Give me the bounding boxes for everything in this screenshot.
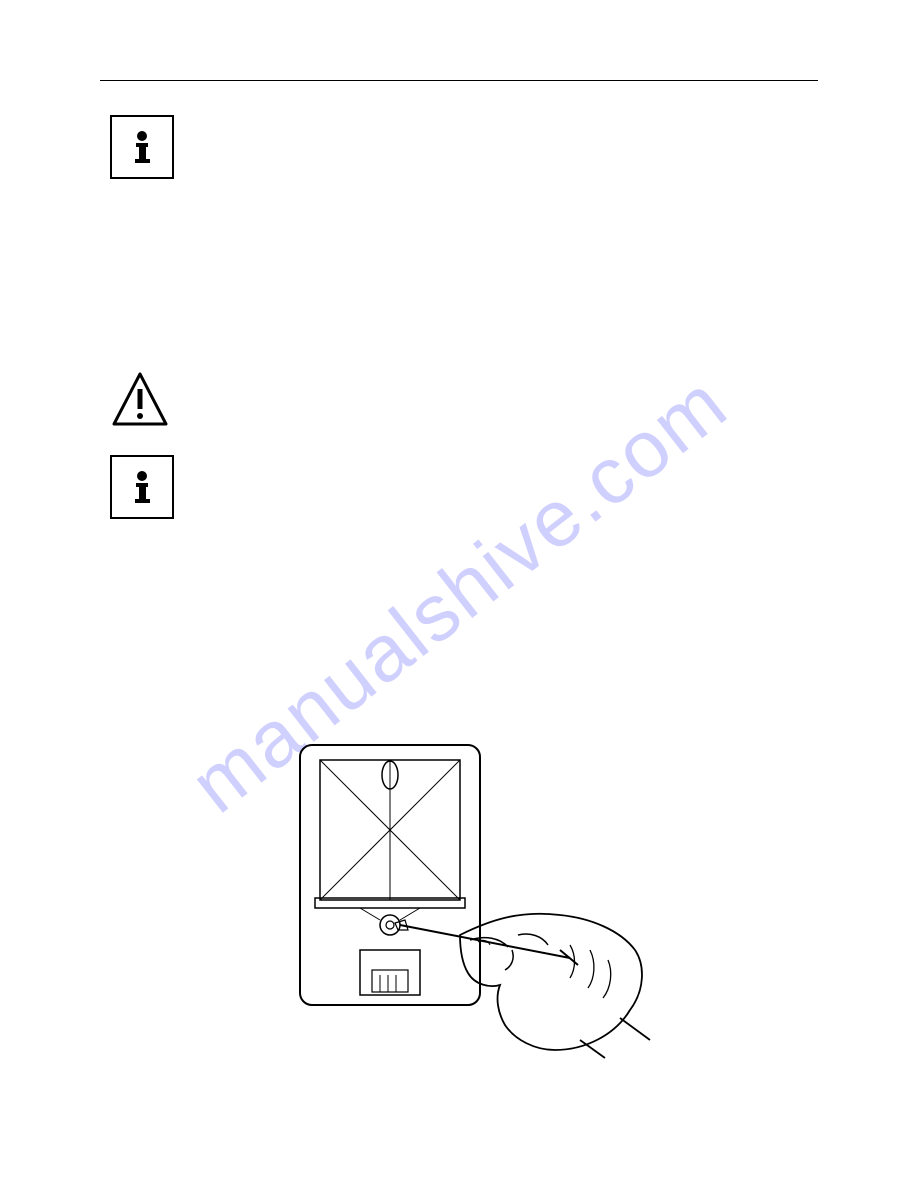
info-icon bbox=[110, 115, 174, 179]
instruction-illustration bbox=[260, 740, 660, 1060]
manual-page: manualshive.com bbox=[0, 0, 918, 1188]
info-icon bbox=[110, 455, 174, 519]
horizontal-rule bbox=[100, 80, 818, 81]
caution-icon bbox=[110, 370, 170, 430]
